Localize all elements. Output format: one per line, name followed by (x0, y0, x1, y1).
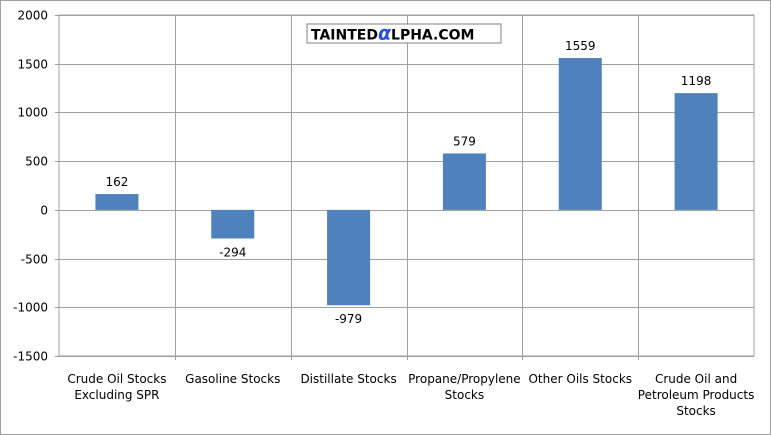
watermark-part3: LPHA.COM (391, 28, 474, 44)
y-tick-label: 1500 (17, 58, 48, 72)
bars-layer (95, 57, 718, 306)
category-label: Gasoline Stocks (185, 372, 280, 386)
svg-text:TAINTEDαLPHA.COM: TAINTEDαLPHA.COM (311, 23, 474, 45)
bar (95, 194, 139, 210)
y-tick-label: 2000 (17, 9, 48, 23)
category-label: Crude Oil and Petroleum Products Stocks (638, 372, 755, 418)
x-axis-categories: Crude Oil Stocks Excluding SPR Gasoline St… (67, 372, 754, 418)
y-tick-label: 1000 (17, 106, 48, 120)
data-label: 162 (105, 175, 128, 189)
y-tick-label: 0 (40, 204, 48, 218)
watermark-alpha: α (378, 23, 392, 45)
y-tick-label: -1000 (13, 301, 48, 315)
y-axis-ticks: 2000 1500 1000 500 0 -500 -1000 -1500 (13, 9, 48, 364)
watermark-part1: TAINTED (311, 28, 378, 44)
data-label: -294 (219, 246, 246, 260)
category-label: Propane/Propylene Stocks (408, 372, 521, 402)
bar (558, 57, 602, 210)
data-label: 1198 (681, 74, 712, 88)
y-tick-label: -1500 (13, 350, 48, 364)
watermark-logo: TAINTEDαLPHA.COM (306, 23, 502, 45)
bar (327, 209, 371, 306)
plot-area (58, 14, 755, 357)
data-label: 579 (453, 134, 476, 148)
data-label: -979 (335, 312, 362, 326)
bar (674, 93, 718, 210)
data-labels: 162 -294 -979 579 1559 1198 (105, 39, 711, 326)
bar (211, 209, 255, 239)
category-label: Other Oils Stocks (528, 372, 632, 386)
data-label: 1559 (565, 39, 596, 53)
bar (442, 153, 486, 210)
grid-layer (55, 14, 755, 360)
category-label: Crude Oil Stocks Excluding SPR (67, 372, 166, 402)
y-tick-label: 500 (25, 155, 48, 169)
category-label: Distillate Stocks (300, 372, 396, 386)
y-tick-label: -500 (21, 253, 48, 267)
